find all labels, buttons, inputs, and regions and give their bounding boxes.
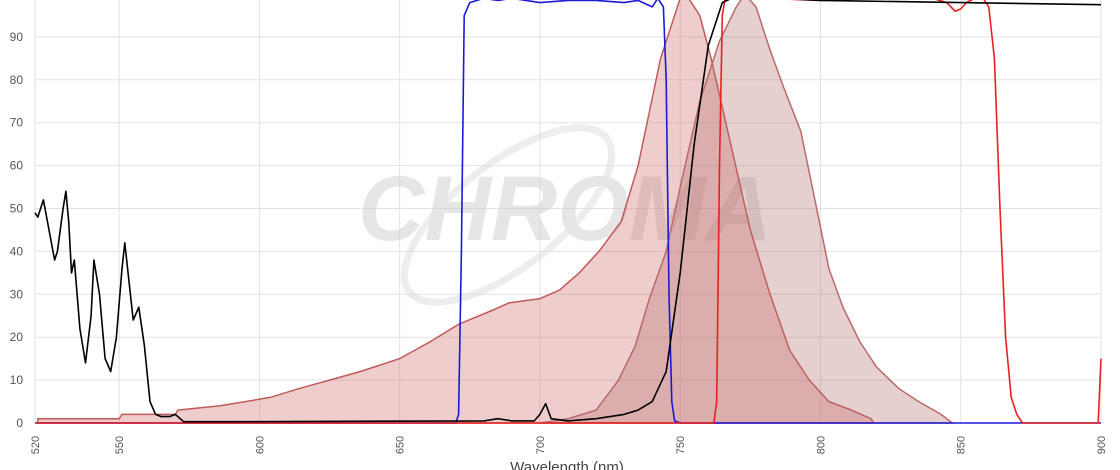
y-tick-label: 80 (10, 73, 24, 87)
x-tick-label: 850 (956, 436, 968, 454)
area (539, 0, 955, 424)
y-tick-label: 70 (10, 116, 24, 130)
line (35, 0, 1101, 424)
y-tick-label: 20 (10, 330, 24, 344)
y-tick-label: 30 (10, 287, 24, 301)
watermark-text: CHROMA (358, 158, 772, 260)
x-tick-label: 550 (114, 436, 126, 454)
watermark-mark: ® (745, 175, 757, 192)
x-tick-label: 520 (30, 436, 42, 454)
x-axis-label: Wavelength (nm) (510, 459, 624, 470)
watermark: CHROMA ® (358, 124, 772, 306)
x-tick-label: 700 (535, 436, 547, 454)
x-tick-label: 800 (815, 436, 827, 454)
x-tick-label: 750 (675, 436, 687, 454)
grid (34, 0, 1102, 424)
y-tick-label: 40 (10, 244, 24, 258)
line (35, 0, 1102, 424)
y-tick-label: 90 (10, 30, 24, 44)
line (34, 0, 1102, 423)
x-tick-label: 900 (1096, 436, 1108, 454)
y-tick-label: 50 (10, 202, 24, 216)
area (37, 0, 876, 424)
x-tick-label: 650 (395, 436, 407, 454)
x-tick-label: 600 (254, 436, 266, 454)
watermark-swoosh (400, 124, 616, 306)
y-tick-label: 10 (10, 373, 24, 387)
y-tick-label: 60 (10, 159, 24, 173)
y-tick-label: 0 (16, 416, 23, 430)
